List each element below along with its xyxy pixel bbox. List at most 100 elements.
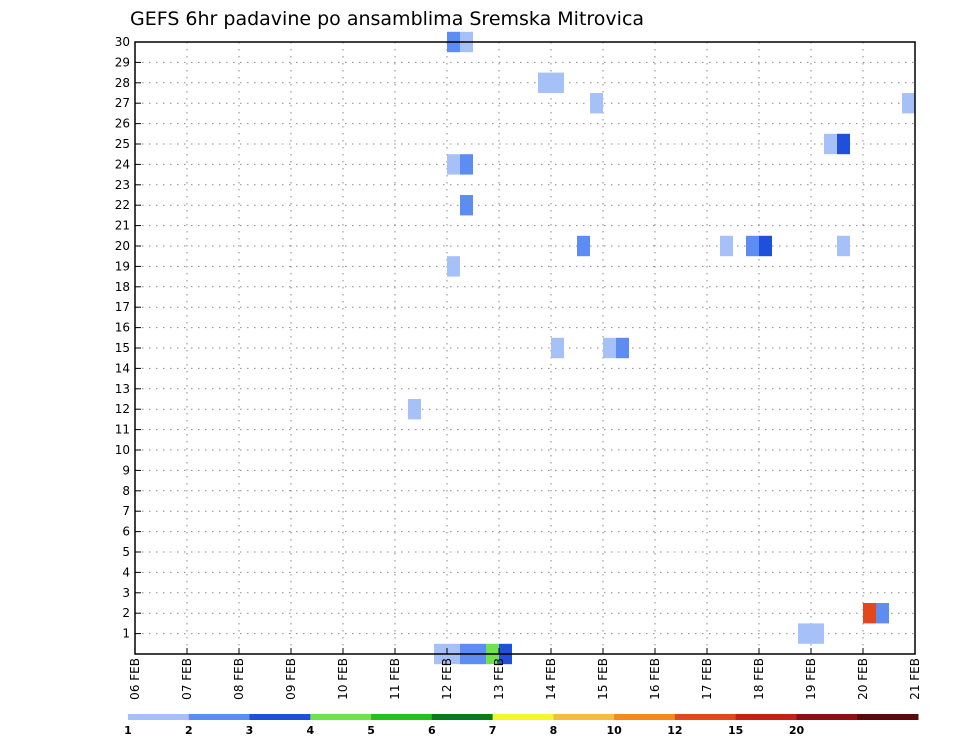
y-tick-label: 11 (115, 423, 130, 437)
chart-title: GEFS 6hr padavine po ansamblima Sremska … (130, 8, 644, 30)
x-tick-label: 18 FEB (752, 658, 766, 700)
x-tick-label: 12 FEB (440, 658, 454, 700)
y-tick-label: 29 (115, 55, 130, 69)
precip-cell (460, 154, 473, 175)
x-tick-label: 13 FEB (492, 658, 506, 700)
precip-cell (603, 337, 616, 359)
colorbar-label: 2 (185, 724, 193, 737)
colorbar-swatch (249, 714, 311, 720)
precip-cell (837, 133, 850, 155)
x-tick-label: 07 FEB (180, 658, 194, 700)
precip-cell (824, 133, 837, 155)
plot-frame (134, 41, 916, 655)
y-tick-label: 10 (115, 443, 130, 457)
y-axis: 1234567891011121314151617181920212223242… (115, 35, 141, 641)
colorbar-label: 20 (789, 724, 805, 737)
x-axis: 06 FEB 07 FEB 08 FEB 09 FEB 10 FEB 11 FEB 12 F… (128, 648, 922, 700)
precip-cell (408, 399, 421, 420)
precip-cell (798, 623, 811, 644)
colorbar-swatch (857, 714, 919, 720)
precip-cell (447, 256, 460, 277)
x-tick-label: 14 FEB (544, 658, 558, 700)
precip-cell (447, 154, 460, 175)
colorbar-label: 3 (246, 724, 254, 737)
x-tick-label: 06 FEB (128, 658, 142, 700)
x-tick-label: 15 FEB (596, 658, 610, 700)
colorbar-swatch (735, 714, 797, 720)
precip-cell (811, 623, 824, 644)
precip-cell (902, 93, 915, 114)
y-tick-label: 25 (115, 137, 130, 151)
precip-cell (616, 337, 629, 359)
x-tick-label: 11 FEB (388, 658, 402, 700)
y-tick-label: 16 (115, 321, 130, 335)
y-tick-label: 12 (115, 402, 130, 416)
x-tick-label: 20 FEB (856, 658, 870, 700)
precip-cell (551, 72, 564, 93)
x-tick-label: 21 FEB (908, 658, 922, 700)
y-tick-label: 28 (115, 76, 130, 90)
colorbar-label: 4 (306, 724, 314, 737)
y-tick-label: 18 (115, 280, 130, 294)
y-tick-label: 19 (115, 259, 130, 273)
y-tick-label: 20 (115, 239, 130, 253)
colorbar-swatch (310, 714, 372, 720)
colorbar-label: 6 (428, 724, 436, 737)
colorbar-swatch (431, 714, 494, 720)
colorbar-label: 8 (550, 724, 558, 737)
y-tick-label: 17 (115, 300, 130, 314)
precip-cell (551, 337, 564, 359)
colorbar-label: 15 (728, 724, 743, 737)
y-tick-label: 1 (122, 627, 130, 641)
colorbar-swatch (492, 714, 554, 720)
y-tick-label: 30 (115, 35, 130, 49)
colorbar-label: 5 (367, 724, 375, 737)
y-tick-label: 2 (122, 606, 130, 620)
y-tick-label: 27 (115, 96, 130, 110)
y-tick-label: 8 (122, 484, 130, 498)
precip-cell (577, 235, 590, 257)
y-tick-label: 23 (115, 178, 130, 192)
colorbar-swatch (188, 714, 251, 720)
precip-cell (876, 603, 889, 624)
y-tick-label: 14 (115, 361, 130, 375)
x-tick-label: 10 FEB (336, 658, 350, 700)
colorbar-swatch (674, 714, 737, 720)
x-tick-label: 08 FEB (232, 658, 246, 700)
x-tick-label: 17 FEB (700, 658, 714, 700)
y-tick-label: 21 (115, 219, 130, 233)
colorbar-swatch (371, 714, 433, 720)
precip-cell (460, 195, 473, 216)
precip-cell (720, 235, 733, 257)
precip-cell (759, 235, 772, 257)
colorbar-label: 1 (124, 724, 132, 737)
colorbar: 1 2 3 4 5 6 7 8 10 12 15 20 (124, 714, 919, 737)
colorbar-swatch (128, 714, 190, 720)
colorbar-label: 10 (607, 724, 623, 737)
y-tick-label: 9 (122, 463, 130, 477)
y-tick-label: 22 (115, 198, 130, 212)
x-tick-label: 09 FEB (284, 658, 298, 700)
colorbar-swatch (796, 714, 858, 720)
y-tick-label: 4 (122, 565, 130, 579)
precip-cell (863, 603, 876, 624)
colorbar-swatch (614, 714, 676, 720)
x-tick-label: 16 FEB (648, 658, 662, 700)
y-tick-label: 24 (115, 157, 130, 171)
precip-cell (837, 235, 850, 257)
y-tick-label: 3 (122, 586, 130, 600)
y-tick-label: 5 (122, 545, 130, 559)
y-tick-label: 13 (115, 382, 130, 396)
colorbar-label: 12 (667, 724, 682, 737)
precip-cell (590, 93, 603, 114)
y-tick-label: 26 (115, 117, 130, 131)
colorbar-swatch (553, 714, 615, 720)
y-tick-label: 6 (122, 525, 130, 539)
precip-cell (538, 72, 551, 93)
precip-cell (746, 235, 759, 257)
x-tick-label: 19 FEB (804, 658, 818, 700)
grid (135, 41, 915, 654)
y-tick-label: 15 (115, 341, 130, 355)
colorbar-label: 7 (489, 724, 497, 737)
